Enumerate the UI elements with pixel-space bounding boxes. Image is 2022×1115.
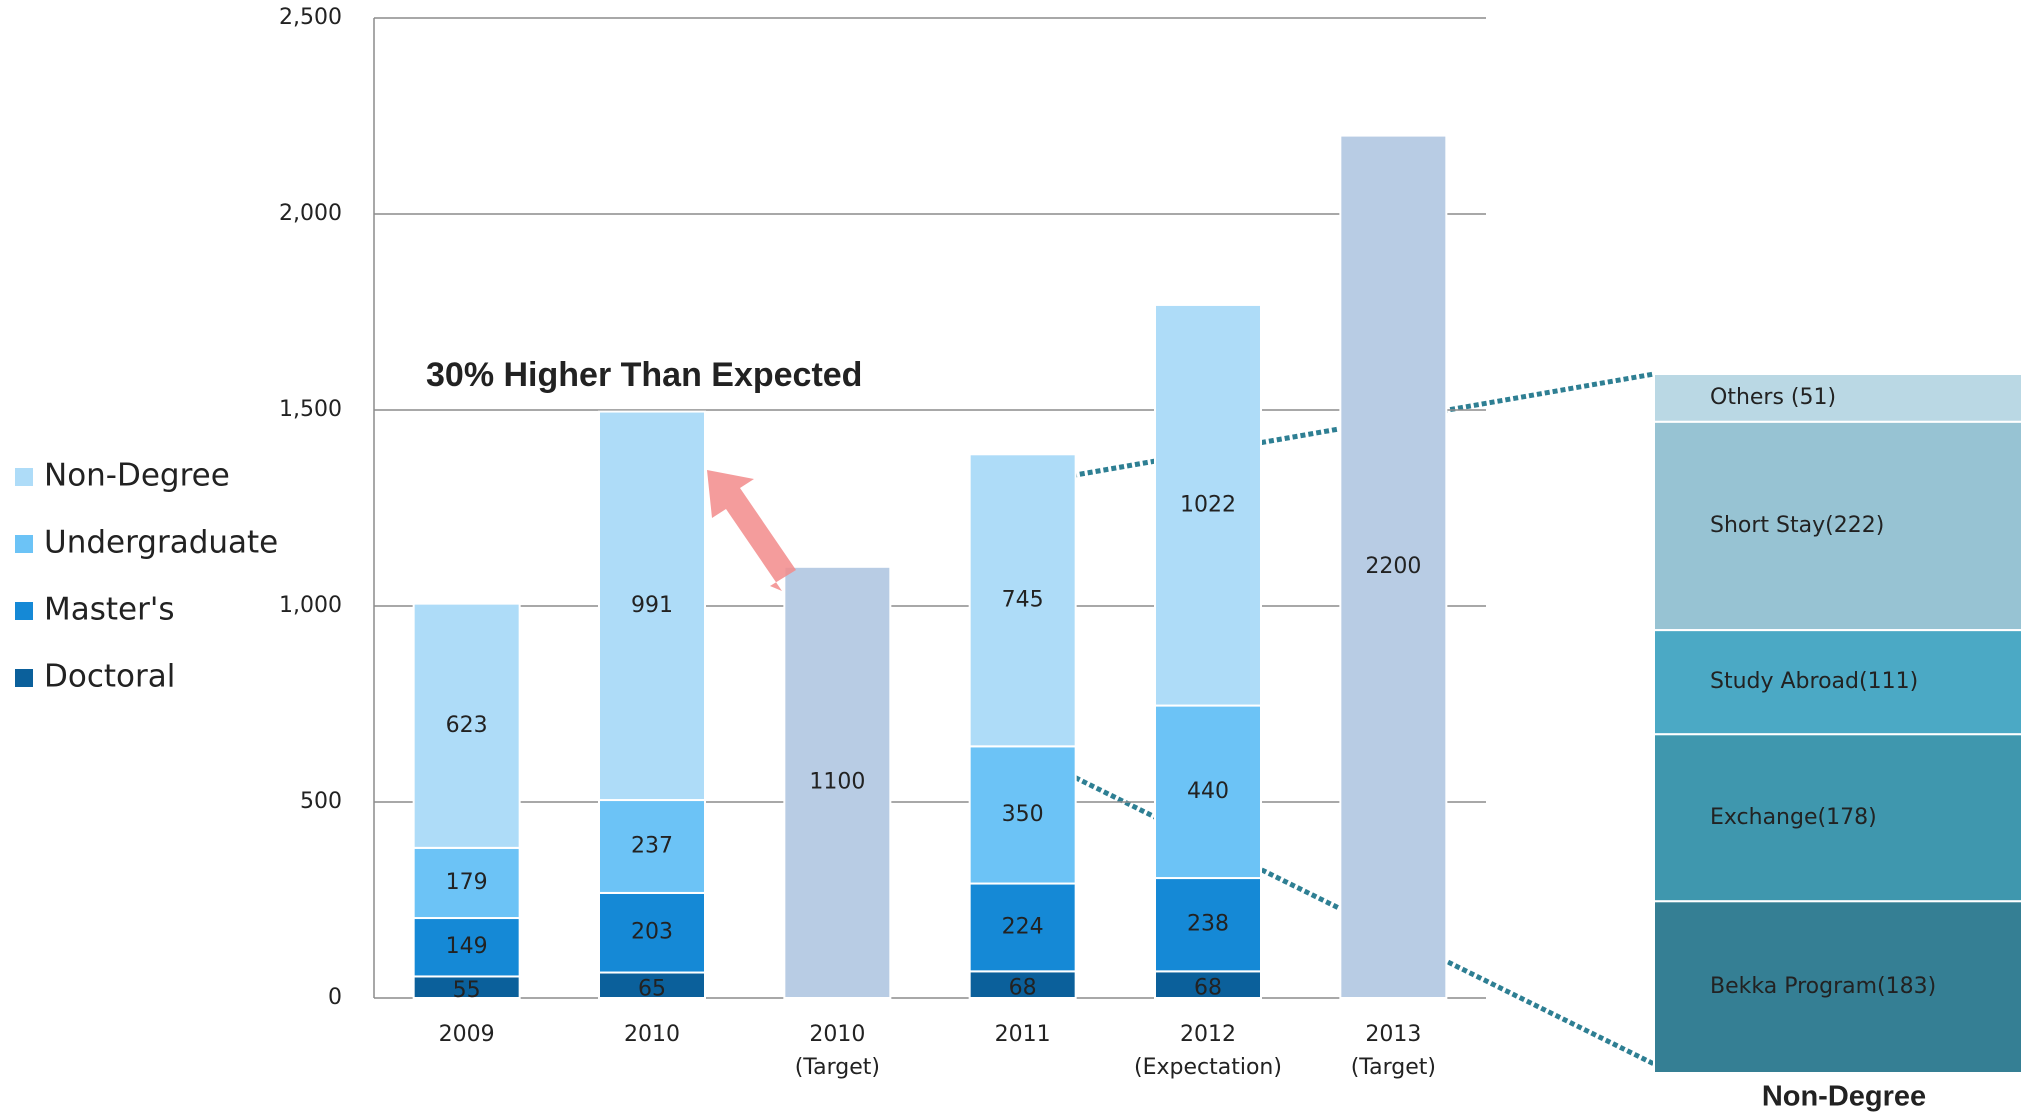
bar-segment	[968, 453, 1077, 748]
bar-segment	[968, 970, 1077, 999]
value-label: 1100	[809, 769, 865, 794]
value-label: 745	[1002, 587, 1044, 612]
value-label: 237	[631, 833, 673, 858]
x-tick-label: (Target)	[1351, 1055, 1436, 1080]
legend-swatch	[15, 468, 33, 486]
bar-segment	[1339, 134, 1448, 1000]
bar-segment	[968, 745, 1077, 885]
breakdown-title: Non-Degree	[1762, 1081, 1926, 1113]
breakdown-label: Short Stay(222)	[1710, 513, 1884, 538]
bar-segment	[412, 846, 521, 920]
breakdown-segment	[1653, 900, 2022, 1074]
x-tick-label: (Expectation)	[1134, 1055, 1282, 1080]
value-label: 203	[631, 920, 673, 945]
bar-segment	[1154, 877, 1262, 973]
arrow	[707, 470, 796, 591]
annotation: 30% Higher Than Expected	[426, 356, 862, 394]
y-tick-label: 1,000	[279, 593, 342, 618]
legend-label: Undergraduate	[44, 525, 278, 561]
x-tick-label: 2010	[624, 1022, 680, 1047]
x-tick-label: 2011	[995, 1022, 1051, 1047]
breakdown-segment	[1653, 629, 2022, 736]
legend-swatch	[15, 535, 33, 553]
x-tick-label: 2010	[809, 1022, 865, 1047]
breakdown-label: Study Abroad(111)	[1710, 669, 1918, 694]
legend-swatch	[15, 602, 33, 620]
bar-segment	[1154, 970, 1262, 999]
value-label: 179	[446, 870, 488, 895]
legend-label: Master's	[44, 592, 175, 628]
y-tick-label: 2,000	[279, 201, 342, 226]
bar-segment	[598, 799, 706, 894]
bar-segment	[412, 917, 521, 978]
value-label: 1022	[1180, 492, 1236, 517]
y-tick-label: 500	[300, 789, 342, 814]
value-label: 55	[453, 978, 481, 1003]
legend-label: Doctoral	[44, 659, 175, 695]
bar-segment	[968, 882, 1077, 973]
bar-segment	[1154, 303, 1262, 707]
breakdown-label: Exchange(178)	[1710, 805, 1877, 830]
value-label: 65	[638, 976, 666, 1001]
value-label: 68	[1009, 976, 1037, 1001]
bar-segment	[783, 565, 892, 999]
y-tick-label: 1,500	[279, 397, 342, 422]
legend-swatch	[15, 669, 33, 687]
breakdown-segment	[1653, 420, 2022, 632]
value-label: 440	[1187, 779, 1229, 804]
value-label: 350	[1002, 802, 1044, 827]
legend-label: Non-Degree	[44, 458, 230, 494]
value-label: 623	[446, 713, 488, 738]
value-label: 238	[1187, 912, 1229, 937]
breakdown-segment	[1653, 733, 2022, 903]
x-tick-label: 2009	[439, 1022, 495, 1047]
bar-segment	[598, 891, 706, 974]
bar-segment	[598, 971, 706, 1000]
breakdown-label: Others (51)	[1710, 385, 1836, 410]
value-label: 2200	[1365, 554, 1421, 579]
value-label: 991	[631, 593, 673, 618]
x-tick-label: 2013	[1365, 1022, 1421, 1047]
x-tick-label: 2012	[1180, 1022, 1236, 1047]
breakdown-segment	[1653, 373, 2022, 423]
value-label: 68	[1194, 976, 1222, 1001]
value-label: 149	[446, 934, 488, 959]
bar-segment	[1154, 704, 1262, 880]
value-label: 224	[1002, 914, 1044, 939]
bar-segment	[598, 410, 706, 802]
x-tick-label: (Target)	[795, 1055, 880, 1080]
bar-segment	[412, 602, 521, 849]
y-tick-label: 2,500	[279, 5, 342, 30]
y-tick-label: 0	[328, 985, 342, 1010]
breakdown-label: Bekka Program(183)	[1710, 974, 1936, 999]
